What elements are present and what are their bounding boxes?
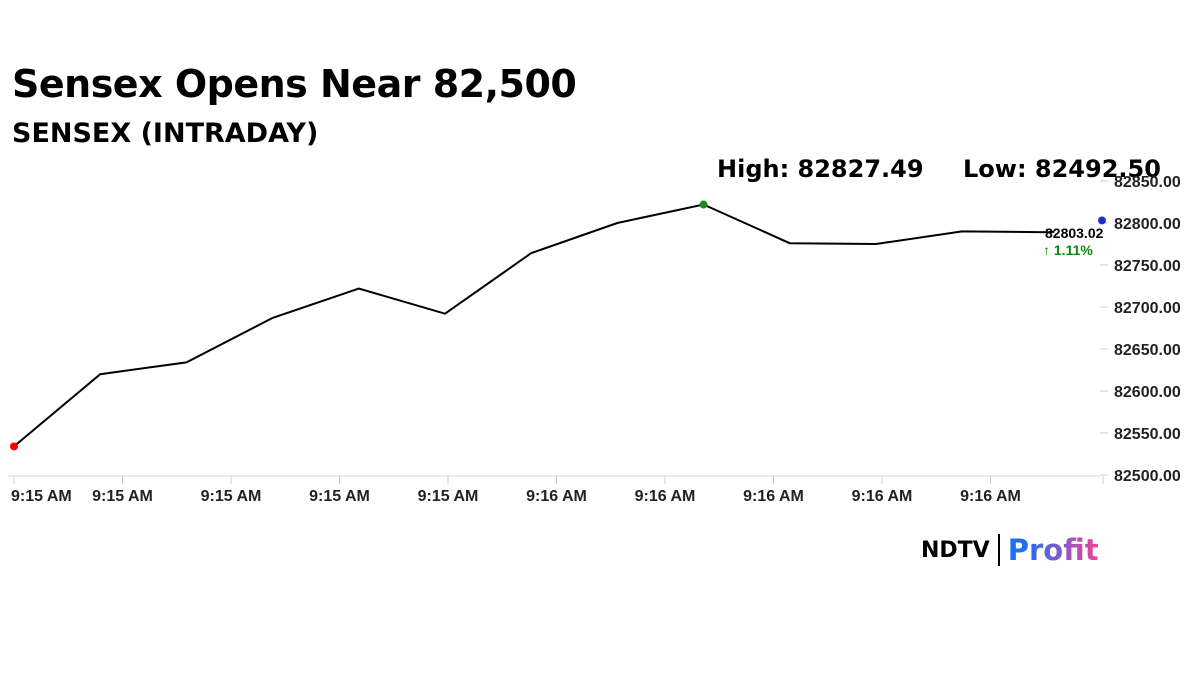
ndtv-profit-logo: NDTV Profit [921, 532, 1099, 568]
y-tick-label: 82800.00 [1114, 216, 1181, 233]
price-line [13, 203, 1055, 448]
x-tick-label: 9:15 AM [11, 488, 72, 505]
low-value-label: Low: 82492.50 [963, 155, 1161, 183]
last-point-marker [1098, 216, 1106, 225]
y-tick-label: 82500.00 [1114, 468, 1181, 485]
x-tick-label: 9:16 AM [526, 488, 587, 505]
logo-divider [997, 534, 1000, 566]
y-tick-label: 82550.00 [1114, 426, 1181, 443]
x-tick-label: 9:16 AM [960, 488, 1021, 505]
profit-wordmark: Profit [1007, 533, 1099, 567]
x-tick-label: 9:15 AM [92, 488, 153, 505]
ndtv-wordmark: NDTV [921, 537, 990, 563]
high-point-marker [699, 200, 708, 209]
page-title: Sensex Opens Near 82,500 [12, 62, 577, 106]
x-tick-label: 9:16 AM [635, 488, 696, 505]
y-tick-label: 82850.00 [1114, 174, 1181, 191]
chart-markers [10, 200, 1106, 451]
chart-subtitle: SENSEX (INTRADAY) [12, 118, 319, 149]
y-tick-label: 82750.00 [1114, 258, 1181, 275]
x-tick-label: 9:15 AM [201, 488, 262, 505]
x-tick-label: 9:16 AM [743, 488, 804, 505]
y-tick-label: 82600.00 [1114, 384, 1181, 401]
x-tick-label: 9:15 AM [309, 488, 370, 505]
high-value-label: High: 82827.49 [717, 155, 924, 183]
y-tick-label: 82650.00 [1114, 342, 1181, 359]
x-tick-label: 9:15 AM [418, 488, 479, 505]
last-change-label: ↑ 1.11% [1043, 242, 1093, 258]
y-tick-label: 82700.00 [1114, 300, 1181, 317]
last-value-label: 82803.02 [1045, 225, 1104, 241]
y-axis-ticks: 82500.00 82550.00 82600.00 82650.00 82700.00… [1100, 174, 1181, 485]
open-point-marker [10, 442, 18, 451]
x-tick-label: 9:16 AM [852, 488, 913, 505]
x-axis-ticks: 9:15 AM 9:15 AM 9:15 AM 9:15 AM 9:15 AM 9:16 … [11, 476, 1104, 505]
